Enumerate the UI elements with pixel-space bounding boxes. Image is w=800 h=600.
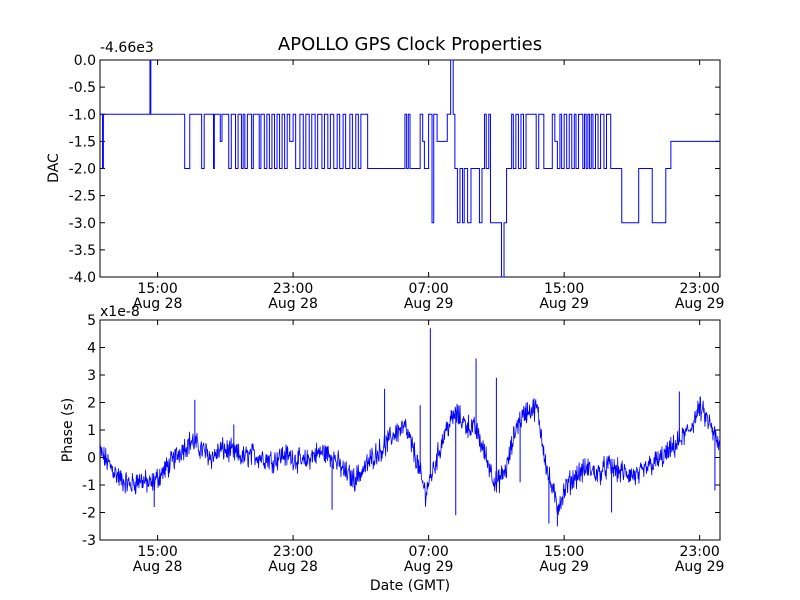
- phase-axis-ticks: [100, 319, 720, 541]
- dac-xtick-label-time: 15:00: [137, 281, 177, 297]
- phase-series-line: [99, 396, 721, 516]
- dac-ytick-label: -2.0: [69, 162, 96, 178]
- dac-ytick-label: -3.0: [69, 216, 96, 232]
- phase-plot-frame: [99, 319, 721, 541]
- phase-spikes: [153, 328, 716, 527]
- x-axis-label: Date (GMT): [370, 578, 450, 594]
- dac-xtick-label-time: 15:00: [544, 281, 584, 297]
- dac-xtick-label-date: Aug 29: [675, 296, 725, 312]
- phase-ytick-label: 4: [87, 341, 96, 357]
- phase-ytick-label: 1: [87, 423, 96, 439]
- dac-ytick-label: 0.0: [74, 53, 96, 69]
- phase-y-tick-labels: 5 4 3 2 1 0 -1 -2 -3: [82, 313, 96, 549]
- dac-ytick-label: -1.0: [69, 107, 96, 123]
- phase-xtick-label-date: Aug 28: [133, 559, 183, 575]
- dac-ytick-label: -1.5: [69, 134, 96, 150]
- dac-xtick-label-time: 07:00: [408, 281, 448, 297]
- phase-ytick-label: 0: [87, 451, 96, 467]
- dac-xtick-label-time: 23:00: [679, 281, 719, 297]
- dac-xtick-label-date: Aug 29: [539, 296, 589, 312]
- phase-ytick-label: 3: [87, 368, 96, 384]
- phase-ytick-label: -1: [82, 478, 96, 494]
- phase-y-axis-label: Phase (s): [60, 398, 76, 462]
- dac-xtick-label-date: Aug 29: [404, 296, 454, 312]
- dac-xtick-label-time: 23:00: [273, 281, 313, 297]
- phase-xtick-label-date: Aug 29: [539, 559, 589, 575]
- phase-xtick-label-time: 15:00: [137, 544, 177, 560]
- phase-ytick-label: -2: [82, 506, 96, 522]
- dac-panel: 0.0 -0.5 -1.0 -1.5 -2.0 -2.5 -3.0 -3.5 -4.0 15:0…: [46, 40, 724, 312]
- dac-ytick-label: -3.5: [69, 243, 96, 259]
- dac-xtick-label-date: Aug 28: [268, 296, 318, 312]
- dac-ytick-label: -2.5: [69, 189, 96, 205]
- dac-y-tick-labels: 0.0 -0.5 -1.0 -1.5 -2.0 -2.5 -3.0 -3.5 -4.0: [69, 53, 96, 286]
- phase-xtick-label-time: 15:00: [544, 544, 584, 560]
- phase-xtick-label-time: 23:00: [273, 544, 313, 560]
- phase-xtick-label-time: 23:00: [679, 544, 719, 560]
- phase-ytick-label: 5: [87, 313, 96, 329]
- phase-ytick-label: -3: [82, 533, 96, 549]
- dac-xtick-label-date: Aug 28: [133, 296, 183, 312]
- phase-xtick-label-date: Aug 28: [268, 559, 318, 575]
- dac-ytick-label: -0.5: [69, 80, 96, 96]
- chart-title: APOLLO GPS Clock Properties: [278, 34, 542, 55]
- phase-ytick-label: 2: [87, 396, 96, 412]
- dac-y-axis-label: DAC: [46, 153, 62, 183]
- phase-xtick-label-date: Aug 29: [404, 559, 454, 575]
- phase-xtick-label-time: 07:00: [408, 544, 448, 560]
- dac-offset-label: -4.66e3: [100, 40, 154, 56]
- dac-series-line: [100, 59, 720, 278]
- dac-ytick-label: -4.0: [69, 270, 96, 286]
- phase-xtick-label-date: Aug 29: [675, 559, 725, 575]
- phase-offset-label: x1e-8: [100, 304, 140, 320]
